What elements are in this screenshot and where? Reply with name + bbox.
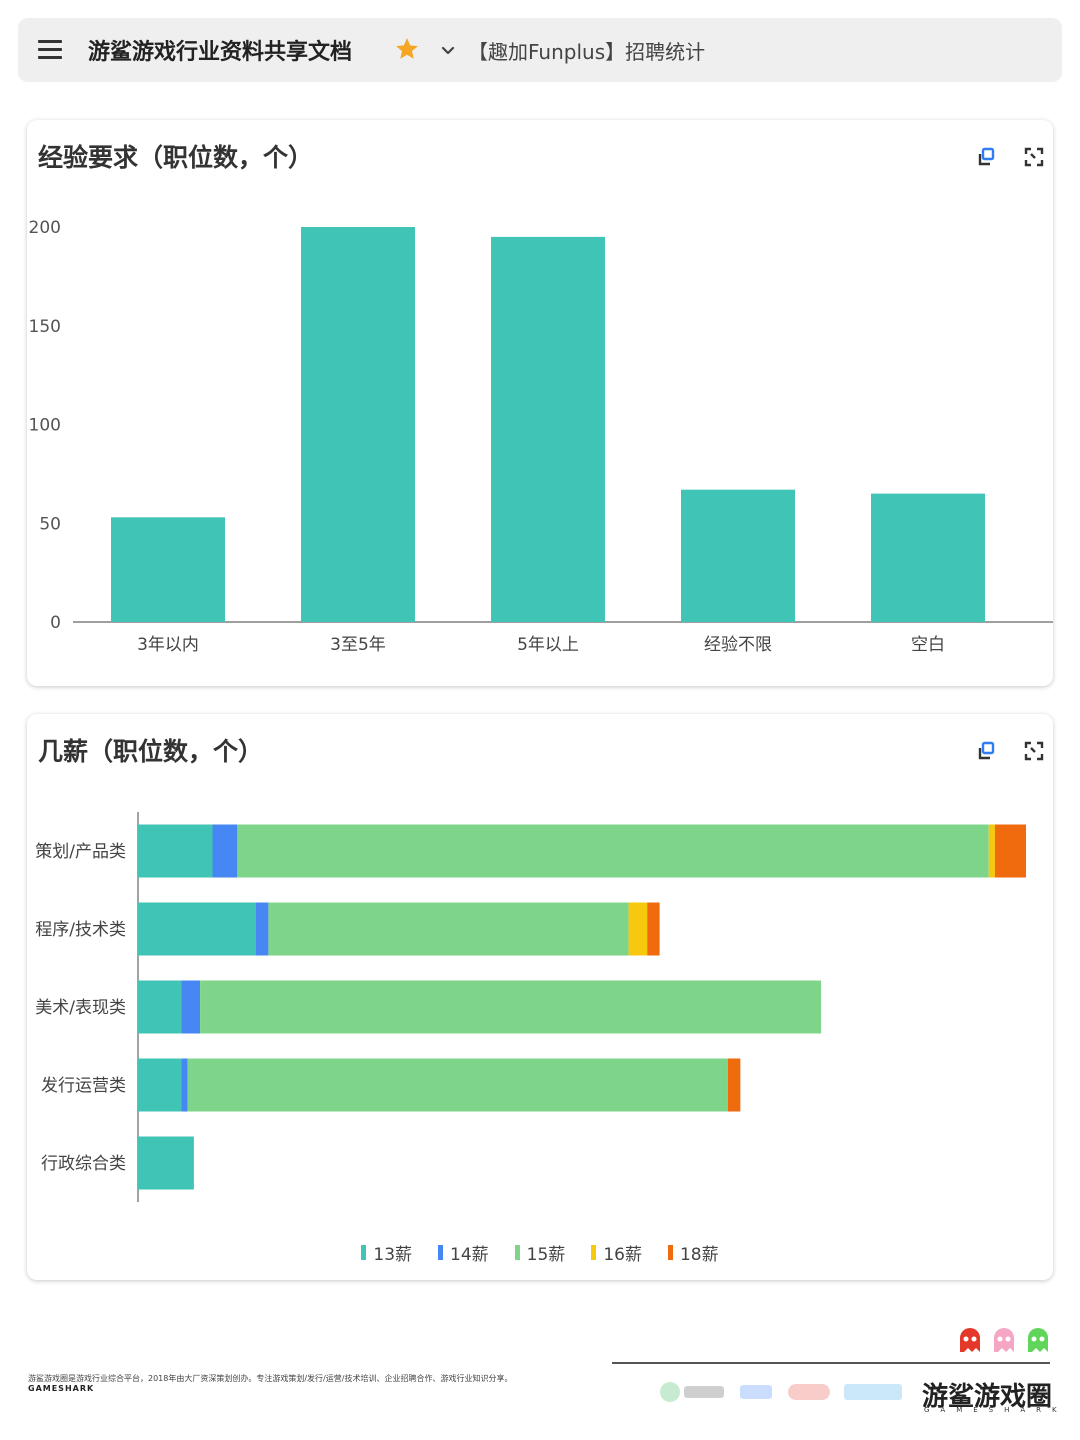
bar-segment: [994, 824, 1026, 878]
legend-swatch: [361, 1245, 367, 1260]
y-tick-label: 0: [50, 613, 61, 633]
chevron-down-icon[interactable]: [438, 40, 458, 60]
y-tick-label: 发行运营类: [41, 1076, 126, 1096]
bar-segment: [200, 980, 822, 1034]
bar-segment: [181, 1058, 188, 1112]
x-tick-label: 5年以上: [517, 635, 579, 655]
footer-divider: [612, 1362, 1050, 1364]
brand-subtitle: GAMESHARK: [924, 1406, 1068, 1414]
bar-segment: [138, 824, 213, 878]
bar: [681, 489, 795, 622]
bar-segment: [237, 824, 989, 878]
legend-label: 14薪: [450, 1245, 489, 1265]
legend-swatch: [667, 1245, 673, 1260]
footer-wordmark: GAMESHARK: [28, 1384, 95, 1393]
x-tick-label: 3至5年: [330, 635, 386, 655]
experience-chart-card: 经验要求（职位数，个） 0 50 100 150 200 3年以内 3至5年 5年以上 经验不限…: [27, 120, 1053, 686]
x-tick-label: 3年以内: [137, 635, 199, 655]
bar-segment: [988, 824, 995, 878]
chart-legend: 13薪 14薪 15薪 16薪 18薪: [27, 1240, 1053, 1265]
bar-segment: [268, 902, 629, 956]
bar: [871, 493, 985, 622]
y-tick-label: 200: [29, 218, 61, 238]
expand-icon[interactable]: [1023, 740, 1045, 762]
copy-icon[interactable]: [975, 146, 997, 168]
chart-title: 经验要求（职位数，个）: [38, 143, 314, 172]
y-tick-label: 程序/技术类: [35, 920, 126, 940]
bar-segment: [181, 980, 201, 1034]
bar-segment: [212, 824, 238, 878]
brand-logo: 游鲨游戏圈: [922, 1382, 1053, 1412]
legend-label: 13薪: [373, 1245, 413, 1265]
legend-label: 15薪: [526, 1245, 566, 1265]
x-tick-label: 经验不限: [704, 635, 772, 655]
x-tick-label: 空白: [911, 635, 945, 655]
footer-description: 游鲨游戏圈是游戏行业综合平台，2018年由大厂资深策划创办。专注游戏策划/发行/…: [28, 1374, 513, 1383]
legend-label: 16薪: [603, 1245, 642, 1265]
bar: [301, 227, 415, 622]
y-tick-label: 100: [29, 416, 61, 436]
salary-chart-card: 几薪（职位数，个） 策划/产品类 程序/技术类 美术/表现类 发行运营类行政综合类 1…: [27, 714, 1053, 1280]
copy-icon[interactable]: [975, 740, 997, 762]
bar: [491, 236, 605, 622]
bar: [111, 517, 225, 622]
star-icon[interactable]: [394, 36, 420, 62]
bar-segment: [138, 902, 256, 956]
menu-icon[interactable]: [38, 40, 62, 60]
bar-segment: [628, 902, 648, 956]
bar-segment: [138, 1136, 194, 1190]
legend-swatch: [514, 1245, 520, 1260]
legend-swatch: [591, 1245, 597, 1260]
ghost-icons: [960, 1328, 1048, 1352]
legend-item[interactable]: 15薪: [514, 1240, 566, 1265]
legend-item[interactable]: 18薪: [667, 1240, 719, 1265]
partner-logos: [660, 1382, 902, 1402]
sheet-name[interactable]: 【趣加Funplus】招聘统计: [468, 40, 706, 64]
bar-segment: [187, 1058, 728, 1112]
experience-bar-chart: 0 50 100 150 200 3年以内 3至5年 5年以上 经验不限 空白: [29, 218, 1053, 655]
y-tick-label: 策划/产品类: [35, 842, 126, 862]
bar-segment: [727, 1058, 741, 1112]
bar-segment: [138, 980, 182, 1034]
bar-segment: [255, 902, 269, 956]
legend-item[interactable]: 14薪: [438, 1240, 489, 1265]
legend-item[interactable]: 13薪: [361, 1240, 412, 1265]
bar-segment: [647, 902, 660, 956]
expand-icon[interactable]: [1023, 146, 1045, 168]
legend-label: 18薪: [679, 1245, 719, 1265]
y-tick-label: 美术/表现类: [35, 998, 126, 1018]
y-tick-label: 行政综合类: [41, 1154, 126, 1174]
chart-title: 几薪（职位数，个）: [38, 737, 264, 766]
legend-swatch: [438, 1245, 444, 1260]
y-tick-label: 150: [29, 317, 61, 337]
y-tick-label: 50: [39, 514, 61, 534]
bar-segment: [138, 1058, 182, 1112]
legend-item[interactable]: 16薪: [591, 1240, 642, 1265]
doc-header: [18, 18, 1062, 82]
doc-title: 游鲨游戏行业资料共享文档: [88, 40, 353, 65]
